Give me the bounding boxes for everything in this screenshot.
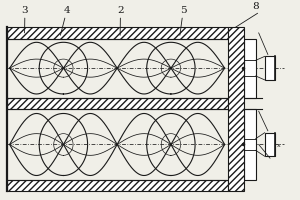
Bar	[7, 98, 228, 109]
Text: 4: 4	[60, 6, 70, 35]
Text: 8: 8	[253, 2, 259, 11]
Bar	[244, 109, 256, 180]
Bar	[265, 133, 275, 156]
Bar	[265, 56, 275, 80]
Text: 5: 5	[180, 6, 187, 35]
Bar	[7, 27, 228, 39]
Bar	[7, 180, 228, 191]
Text: 3: 3	[22, 6, 28, 33]
Text: 2: 2	[117, 6, 124, 35]
Bar	[244, 39, 256, 98]
Text: x: x	[277, 143, 281, 148]
Bar	[228, 27, 244, 191]
